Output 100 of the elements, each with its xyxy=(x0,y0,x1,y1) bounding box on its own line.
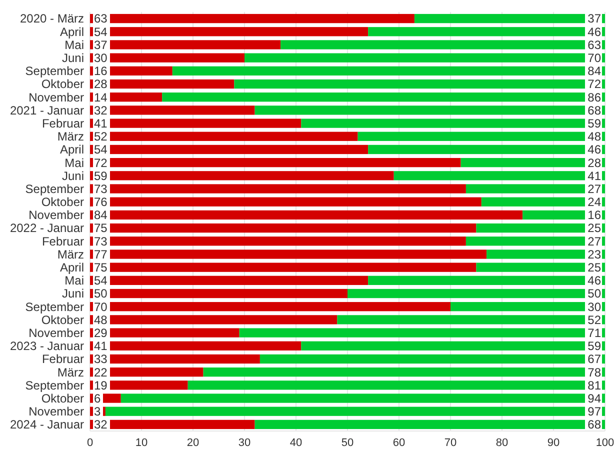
data-label: 25 xyxy=(588,260,602,275)
bar xyxy=(90,276,368,286)
bar xyxy=(337,315,605,324)
y-tick-label: März xyxy=(57,130,84,144)
y-tick-label: Februar xyxy=(42,234,84,248)
bar xyxy=(239,328,605,338)
data-label: 6 xyxy=(94,391,101,406)
y-tick-label: November xyxy=(28,208,84,222)
bar xyxy=(260,354,605,364)
data-label: 70 xyxy=(94,300,108,314)
bar xyxy=(105,406,605,416)
data-label: 71 xyxy=(588,326,602,340)
data-label: 52 xyxy=(94,130,108,144)
y-tick-label: Oktober xyxy=(41,312,84,327)
y-tick-label: September xyxy=(25,300,84,314)
data-label: 78 xyxy=(588,365,602,380)
bar xyxy=(90,210,523,220)
bar xyxy=(476,262,605,272)
bar xyxy=(90,328,240,338)
data-label: 73 xyxy=(94,234,108,248)
bar xyxy=(90,14,414,24)
bar xyxy=(394,171,605,180)
bar xyxy=(90,197,482,206)
bar xyxy=(90,184,466,194)
data-label: 63 xyxy=(588,38,602,52)
data-label: 37 xyxy=(94,38,108,52)
bar xyxy=(90,302,450,312)
data-label: 59 xyxy=(94,168,108,183)
y-tick-label: März xyxy=(57,247,84,262)
x-tick-label: 20 xyxy=(186,437,200,449)
data-label: 70 xyxy=(588,51,602,66)
data-label: 29 xyxy=(94,326,108,340)
bar xyxy=(188,380,605,390)
y-tick-label: April xyxy=(60,260,84,275)
data-label: 37 xyxy=(588,12,602,26)
data-label: 30 xyxy=(588,300,602,314)
bar xyxy=(358,132,605,141)
bar xyxy=(280,40,605,50)
data-label: 50 xyxy=(588,286,602,301)
data-label: 3 xyxy=(94,404,101,419)
y-tick-label: März xyxy=(57,365,84,380)
data-label: 75 xyxy=(94,260,108,275)
data-label: 41 xyxy=(94,116,108,130)
data-label: 32 xyxy=(94,103,108,118)
data-label: 59 xyxy=(588,116,602,130)
data-label: 97 xyxy=(588,404,602,419)
bar xyxy=(301,118,605,128)
bar xyxy=(90,315,338,324)
data-label: 41 xyxy=(94,339,108,354)
x-tick-label: 80 xyxy=(496,437,508,449)
bar xyxy=(368,27,605,36)
data-label: 27 xyxy=(588,182,602,196)
bar xyxy=(90,132,358,141)
data-label: 84 xyxy=(94,208,108,222)
y-tick-label: 2024 - Januar xyxy=(10,418,84,432)
y-tick-label: November xyxy=(28,404,84,419)
y-tick-label: Februar xyxy=(42,352,84,366)
data-label: 68 xyxy=(588,103,602,118)
data-label: 75 xyxy=(94,221,108,236)
bar xyxy=(203,367,605,377)
bar xyxy=(244,53,605,62)
bar xyxy=(90,262,476,272)
bar xyxy=(90,40,281,50)
data-label: 30 xyxy=(94,51,108,66)
y-tick-label: Februar xyxy=(42,116,84,130)
bar xyxy=(90,106,255,115)
data-label: 33 xyxy=(94,352,108,366)
bar xyxy=(172,66,605,76)
data-label: 72 xyxy=(94,156,108,170)
data-label: 54 xyxy=(94,24,108,39)
data-label: 48 xyxy=(94,312,108,327)
bar xyxy=(348,288,605,298)
x-tick-label: 30 xyxy=(238,437,251,449)
data-label: 54 xyxy=(94,142,108,157)
bar xyxy=(301,341,605,350)
bar xyxy=(90,158,461,168)
bar xyxy=(234,79,605,89)
bar xyxy=(254,106,605,115)
y-tick-label: April xyxy=(60,24,84,39)
y-tick-label: Juni xyxy=(62,51,84,66)
y-tick-label: Oktober xyxy=(41,195,84,210)
y-tick-label: 2022 - Januar xyxy=(10,221,84,236)
y-tick-label: Mai xyxy=(64,156,84,170)
y-tick-label: April xyxy=(60,142,84,157)
bar xyxy=(368,276,605,286)
bar xyxy=(254,420,605,430)
bar xyxy=(162,92,605,102)
y-tick-label: November xyxy=(28,326,84,340)
y-tick-label: Mai xyxy=(64,38,84,52)
y-tick-label: September xyxy=(25,182,84,196)
bar xyxy=(90,223,476,233)
data-label: 76 xyxy=(94,195,108,210)
data-label: 73 xyxy=(94,182,108,196)
y-tick-label: Juni xyxy=(62,286,84,301)
data-label: 32 xyxy=(94,418,108,432)
data-label: 48 xyxy=(588,130,602,144)
bar xyxy=(90,171,394,180)
bar xyxy=(90,288,348,298)
x-tick-label: 70 xyxy=(444,437,457,449)
data-label: 68 xyxy=(588,418,602,432)
